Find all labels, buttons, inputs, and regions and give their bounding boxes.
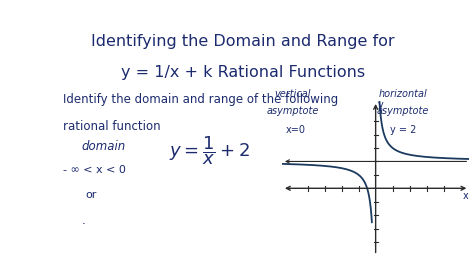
Text: asymptote: asymptote — [266, 106, 319, 116]
Text: - ∞ < x < 0: - ∞ < x < 0 — [63, 165, 126, 175]
Text: x=0: x=0 — [286, 125, 306, 135]
Text: or: or — [85, 190, 96, 200]
Text: vertical: vertical — [274, 89, 311, 99]
Text: horizontal: horizontal — [378, 89, 427, 99]
Text: Identifying the Domain and Range for: Identifying the Domain and Range for — [91, 34, 395, 49]
Text: rational function: rational function — [63, 120, 161, 133]
Text: $y = \dfrac{1}{x} + 2$: $y = \dfrac{1}{x} + 2$ — [169, 134, 250, 167]
Text: y = 1/x + k Rational Functions: y = 1/x + k Rational Functions — [121, 65, 365, 80]
Text: x: x — [463, 191, 469, 201]
Text: y: y — [377, 100, 383, 110]
Text: asymptote: asymptote — [376, 106, 429, 116]
Text: y = 2: y = 2 — [390, 125, 416, 135]
Text: Identify the domain and range of the following: Identify the domain and range of the fol… — [63, 93, 338, 106]
Text: domain: domain — [82, 140, 126, 153]
Text: .: . — [82, 214, 85, 227]
